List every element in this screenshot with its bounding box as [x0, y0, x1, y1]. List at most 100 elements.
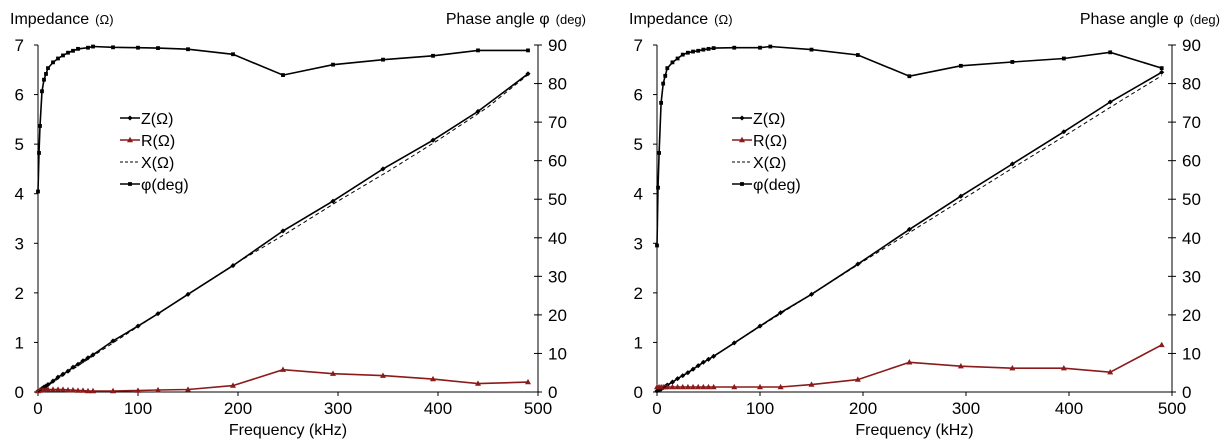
data-point	[1107, 99, 1113, 105]
data-point	[777, 383, 784, 390]
data-point	[690, 383, 697, 390]
data-point	[808, 381, 815, 387]
x-axis-tick-label: 500	[524, 399, 552, 418]
left-axis-tick-label: 2	[15, 284, 24, 303]
left-axis-tick-label: 1	[15, 333, 24, 352]
legend-label: φ(deg)	[141, 177, 189, 194]
legend: Z(Ω) R(Ω) X(Ω) φ(deg)	[732, 111, 801, 194]
data-point	[331, 62, 335, 67]
data-point	[231, 52, 235, 57]
data-point	[70, 386, 76, 393]
data-point	[906, 359, 913, 365]
left-axis-title: Impedance (Ω)	[10, 11, 114, 28]
x-axis-tick-label: 100	[124, 399, 152, 418]
data-point	[281, 73, 285, 77]
series-line	[37, 74, 529, 393]
data-point	[46, 66, 50, 71]
right-axis-tick-label: 50	[1182, 190, 1201, 209]
x-axis-title: Frequency (kHz)	[229, 422, 347, 439]
legend-label: φ(deg)	[753, 177, 801, 194]
data-point	[525, 378, 531, 385]
data-point	[476, 48, 480, 53]
left-axis-tick-label: 6	[15, 86, 24, 105]
right-axis-tick-label: 10	[1182, 344, 1201, 363]
data-point	[90, 352, 96, 358]
data-point	[185, 386, 191, 392]
left-axis-tick-label: 0	[634, 383, 643, 402]
data-point	[65, 386, 71, 393]
left-axis-tick-label: 7	[634, 36, 643, 55]
right-axis-tick-label: 30	[1182, 267, 1201, 286]
data-point	[36, 189, 40, 194]
data-point	[1061, 56, 1066, 61]
data-point	[431, 53, 435, 58]
left-axis-tick-label: 2	[634, 284, 643, 303]
right-axis-tick-label: 10	[548, 344, 567, 363]
legend-label: X(Ω)	[753, 155, 786, 172]
data-point	[680, 52, 685, 57]
data-point	[76, 46, 80, 51]
series-line	[657, 344, 1163, 388]
legend-label: Z(Ω)	[141, 111, 173, 128]
x-axis-tick-label: 500	[1158, 399, 1186, 418]
data-point	[135, 387, 141, 393]
legend-marker	[127, 115, 133, 121]
right-axis-tick-label: 30	[548, 267, 567, 286]
x-axis-tick-label: 400	[424, 399, 452, 418]
x-axis-tick-label: 300	[324, 399, 352, 418]
data-point	[1159, 69, 1165, 75]
data-point	[691, 49, 695, 54]
right-axis-tick-label: 80	[548, 75, 567, 94]
legend-label: R(Ω)	[753, 133, 787, 150]
x-axis-tick-label: 300	[952, 399, 980, 418]
data-point	[696, 48, 701, 53]
data-point	[230, 382, 236, 388]
data-point	[186, 47, 190, 52]
left-axis-tick-label: 0	[15, 383, 24, 402]
right-axis-tick-label: 90	[1182, 36, 1201, 55]
data-point	[1010, 60, 1015, 64]
legend-marker	[128, 182, 132, 186]
data-point	[50, 378, 56, 384]
data-point	[38, 124, 42, 128]
legend-marker	[739, 115, 745, 121]
left-axis-tick-label: 1	[634, 333, 643, 352]
data-point	[61, 53, 65, 58]
data-point	[55, 386, 61, 392]
right-axis-tick-label: 50	[548, 190, 567, 209]
right-axis-tick-label: 0	[1182, 383, 1191, 402]
data-point	[430, 137, 436, 143]
x-axis-tick-label: 200	[849, 399, 877, 418]
data-point	[679, 383, 686, 390]
data-point	[110, 387, 116, 394]
data-point	[757, 383, 763, 390]
legend-label: X(Ω)	[141, 155, 174, 172]
x-axis-title: Frequency (kHz)	[855, 422, 973, 439]
data-point	[50, 386, 56, 392]
data-point	[731, 383, 738, 390]
left-axis-unit: (Ω)	[714, 12, 732, 27]
legend: Z(Ω) R(Ω) X(Ω) φ(deg)	[120, 111, 189, 194]
data-point	[663, 73, 668, 78]
left-axis-tick-label: 5	[634, 135, 643, 154]
data-point	[661, 81, 666, 86]
left-axis-tick-label: 4	[634, 185, 643, 204]
right-axis-tick-label: 60	[548, 152, 567, 171]
data-point	[768, 44, 773, 49]
x-axis-tick-label: 200	[224, 399, 252, 418]
data-point	[669, 383, 676, 390]
series-line	[37, 368, 529, 392]
data-point	[1107, 368, 1114, 375]
left-axis-title: Impedance (Ω)	[629, 11, 733, 28]
legend-label: Z(Ω)	[753, 111, 785, 128]
data-point	[710, 383, 717, 390]
data-point	[657, 151, 661, 155]
data-point	[45, 386, 51, 392]
data-point	[778, 310, 784, 316]
data-point	[700, 383, 707, 390]
data-point	[280, 228, 286, 234]
data-point	[664, 383, 671, 390]
data-point	[705, 383, 712, 390]
data-point	[60, 386, 66, 392]
